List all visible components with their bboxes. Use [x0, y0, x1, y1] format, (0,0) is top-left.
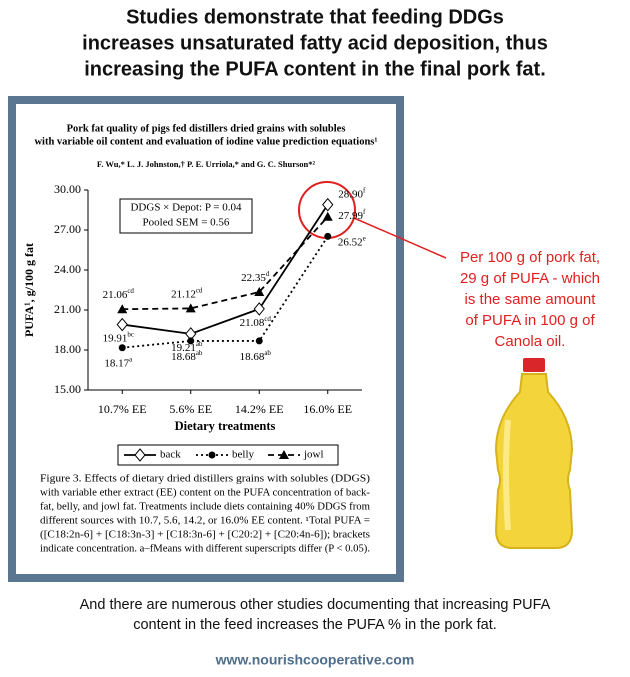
- marker: [279, 450, 289, 459]
- headline: increasing the PUFA content in the final…: [84, 58, 546, 80]
- value-label: 27.99f: [338, 207, 366, 221]
- y-tick-label: 30.00: [54, 182, 81, 196]
- legend-label: belly: [232, 449, 254, 461]
- value-label-superscript: ab: [264, 349, 271, 357]
- value-label: 21.08cd: [240, 315, 272, 329]
- marker: [322, 197, 334, 212]
- value-label: 18.68ab: [171, 349, 203, 363]
- value-label-superscript: ab: [196, 349, 203, 357]
- value-label-superscript: cd: [196, 286, 203, 294]
- value-label-number: 18.68: [240, 350, 265, 362]
- value-label-superscript: d: [266, 270, 270, 278]
- caption: Figure 3. Effects of dietary dried disti…: [40, 473, 370, 484]
- value-label-superscript: f: [363, 186, 366, 194]
- footer-text: content in the feed increases the PUFA %…: [133, 617, 497, 633]
- caption: indicate concentration. a–fMeans with di…: [40, 543, 370, 554]
- callout-line: [353, 217, 447, 259]
- y-tick-label: 18.00: [54, 342, 81, 356]
- value-label: 21.06cd: [103, 287, 135, 301]
- value-label-superscript: cd: [127, 287, 134, 295]
- marker: [134, 448, 146, 462]
- value-label-number: 19.91: [103, 332, 128, 344]
- legend-label: jowl: [303, 449, 324, 461]
- value-label-number: 22.35: [241, 272, 266, 284]
- paper-title: with variable oil content and evaluation…: [34, 136, 377, 147]
- y-tick-label: 24.00: [54, 262, 81, 276]
- caption: with variable ether extract (EE) content…: [40, 487, 370, 498]
- marker: [255, 337, 263, 345]
- value-label: 28.90f: [338, 186, 366, 200]
- footer-url: www.nourishcooperative.com: [215, 652, 415, 668]
- marker: [253, 302, 265, 316]
- x-axis-label: Dietary treatments: [175, 419, 276, 433]
- footer-text: And there are numerous other studies doc…: [80, 597, 551, 613]
- marker: [324, 232, 332, 240]
- value-label: 19.91bc: [103, 330, 134, 344]
- x-tick-label: 10.7% EE: [98, 402, 147, 416]
- series-line: [122, 216, 329, 311]
- marker: [117, 304, 128, 314]
- x-tick-label: 16.0% EE: [303, 402, 352, 416]
- y-tick-label: 21.00: [54, 302, 81, 316]
- value-label: 19.21ab: [171, 339, 203, 353]
- bottle: [494, 358, 574, 549]
- value-label-number: 21.12: [171, 288, 196, 300]
- callout-text: 29 g of PUFA - which: [460, 270, 600, 287]
- value-label-superscript: a: [129, 355, 133, 363]
- caption: ([C18:2n-6] + [C18:3n-3] + [C18:3n-6] + …: [40, 529, 370, 540]
- value-label-number: 28.90: [338, 188, 363, 200]
- callout-text: Canola oil.: [495, 333, 566, 350]
- marker: [116, 317, 128, 332]
- value-label-superscript: f: [363, 207, 366, 215]
- value-label: 18.17a: [104, 355, 133, 369]
- figure-frame: [8, 96, 404, 582]
- value-label: 26.52e: [338, 234, 366, 248]
- legend-label: back: [160, 449, 181, 461]
- marker: [118, 344, 126, 352]
- series-line: [122, 204, 329, 335]
- value-label: 21.12cd: [171, 286, 203, 300]
- value-label-number: 27.99: [338, 209, 363, 221]
- x-tick-label: 5.6% EE: [169, 402, 212, 416]
- value-label: 22.35d: [241, 270, 270, 284]
- x-tick-label: 14.2% EE: [235, 402, 284, 416]
- callout-text: Per 100 g of pork fat,: [460, 249, 600, 266]
- value-label-number: 26.52: [338, 236, 363, 248]
- callout-text: of PUFA in 100 g of: [465, 312, 595, 329]
- marker: [187, 337, 195, 345]
- annotation-box: [119, 198, 253, 234]
- value-label-superscript: cd: [264, 315, 271, 323]
- caption: different sources with 10.7, 5.6, 14.2, …: [40, 515, 370, 526]
- value-label-superscript: bc: [127, 330, 134, 338]
- paper-title: Pork fat quality of pigs fed distillers …: [67, 123, 346, 134]
- marker: [185, 303, 196, 313]
- value-label-number: 18.68: [171, 350, 196, 362]
- value-label-number: 19.21: [171, 341, 196, 353]
- marker: [208, 451, 216, 459]
- value-label-number: 21.08: [240, 316, 265, 328]
- y-axis-label: PUFA¹, g/100 g fat: [22, 243, 36, 337]
- value-label-number: 21.06: [103, 289, 128, 301]
- callout-text: is the same amount: [465, 291, 597, 308]
- headline: Studies demonstrate that feeding DDGs: [126, 6, 504, 28]
- annotation: DDGS × Depot: P = 0.04: [130, 202, 242, 214]
- value-label-superscript: ab: [196, 339, 203, 347]
- marker: [322, 211, 333, 221]
- paper-authors: F. Wu,* L. J. Johnston,† P. E. Urriola,*…: [97, 159, 316, 169]
- value-label: 18.68ab: [240, 349, 272, 363]
- marker: [254, 287, 265, 296]
- caption: fat, belly, and jowl fat. Treatments inc…: [40, 501, 370, 512]
- value-label-number: 18.17: [104, 357, 129, 369]
- annotation: Pooled SEM = 0.56: [143, 217, 230, 229]
- headline: increases unsaturated fatty acid deposit…: [82, 32, 548, 54]
- y-tick-label: 15.00: [54, 382, 81, 396]
- y-tick-label: 27.00: [54, 222, 81, 236]
- value-label-superscript: e: [363, 234, 366, 242]
